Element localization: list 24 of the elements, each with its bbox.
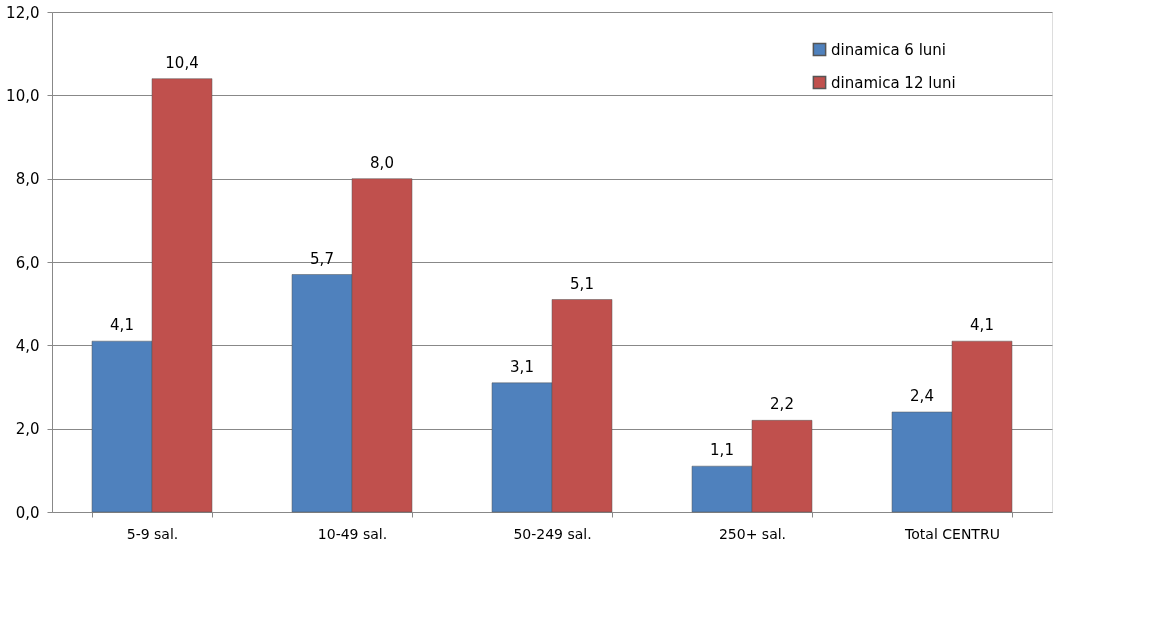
y-tick-label: 0,0 [15,503,40,522]
y-tick-label: 12,0 [6,3,40,22]
data-label: 4,1 [110,316,134,335]
y-tick-label: 8,0 [15,170,40,189]
data-label: 4,1 [970,316,994,335]
x-tick-label: 10-49 sal. [317,525,388,542]
y-tick-label: 2,0 [15,420,40,439]
data-label: 5,1 [570,274,594,293]
data-label: 2,4 [910,387,934,405]
y-tick-label: 4,0 [15,336,40,355]
legend-label: dinamica 12 luni [831,73,956,92]
legend-label: dinamica 6 luni [831,40,947,59]
x-tick-label: 250+ sal. [718,525,787,542]
x-tick-label: Total CENTRU [904,525,1000,542]
data-label: 3,1 [510,357,534,376]
x-tick-label: 50-249 sal. [513,525,592,542]
data-label: 1,1 [710,441,734,460]
y-tick-label: 6,0 [15,253,40,272]
y-tick-label: 10,0 [6,86,40,105]
x-tick-label: 5-9 sal. [126,525,179,542]
data-label: 2,2 [770,395,794,414]
data-label: 5,7 [310,249,334,268]
data-label: 8,0 [370,153,394,172]
data-label: 10,4 [165,53,199,72]
